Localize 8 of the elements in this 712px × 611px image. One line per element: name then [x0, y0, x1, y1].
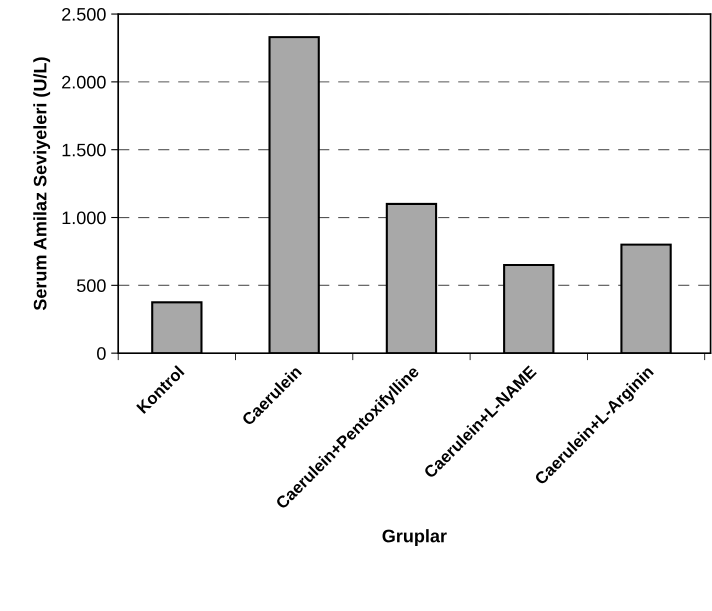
y-tick-label: 2.000	[62, 76, 106, 89]
y-tick-label: 2.500	[62, 8, 106, 21]
y-axis-title: Serum Amilaz Seviyeleri (U/L)	[33, 57, 50, 310]
y-tick-label: 1.500	[62, 144, 106, 156]
y-tick-label: 1.000	[62, 211, 106, 224]
x-axis-title: Gruplar	[382, 529, 447, 546]
y-tick-label: 0	[97, 347, 106, 360]
y-tick-label: 500	[76, 279, 106, 292]
